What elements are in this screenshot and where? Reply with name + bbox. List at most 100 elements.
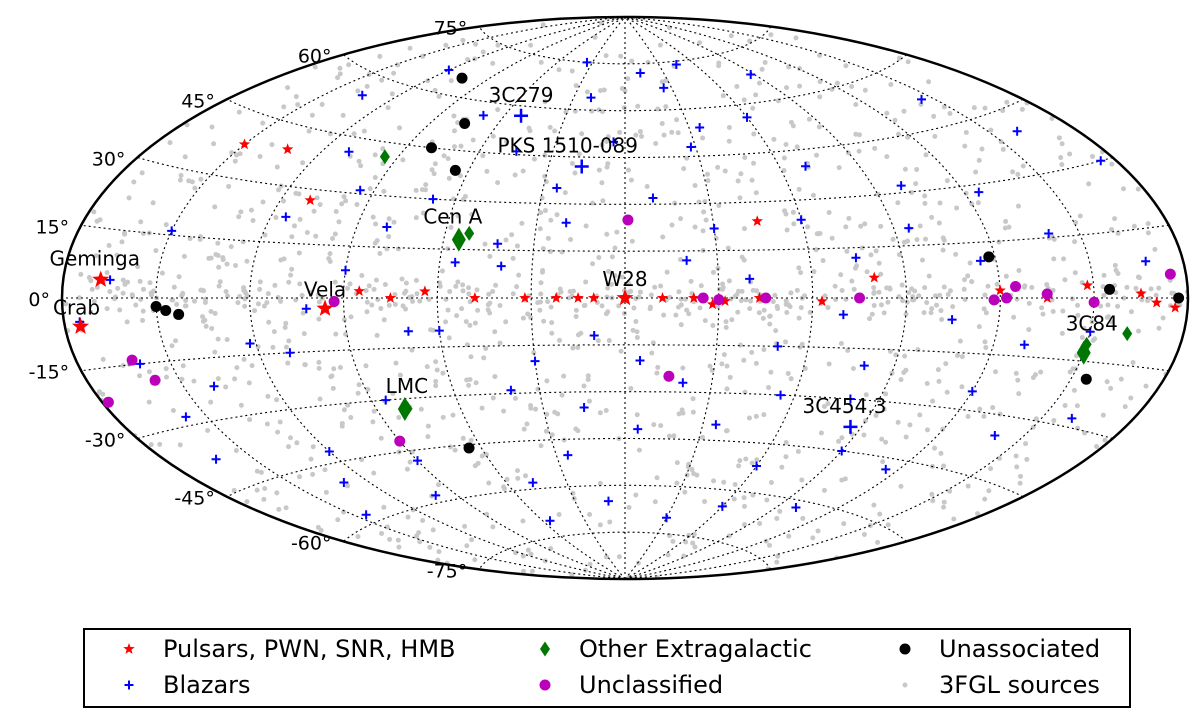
background-source [531, 156, 537, 162]
background-source [678, 216, 684, 222]
background-source [174, 301, 180, 307]
background-source [768, 479, 774, 485]
marker-blazars [745, 274, 755, 284]
background-source [382, 281, 388, 287]
marker-blazars [582, 57, 592, 67]
marker-unassociated [1080, 373, 1092, 385]
background-source [628, 177, 634, 183]
background-source [1130, 359, 1136, 365]
background-source [396, 415, 402, 421]
background-source [285, 360, 291, 366]
background-source [481, 355, 487, 361]
background-source [674, 480, 680, 486]
background-source [425, 434, 431, 440]
background-source [626, 280, 632, 286]
background-source [409, 294, 415, 300]
marker-blazars [413, 456, 423, 466]
marker-blazars [245, 338, 255, 348]
background-source [330, 236, 336, 242]
marker-blazars [545, 516, 555, 526]
background-source [262, 485, 268, 491]
background-source [137, 373, 143, 379]
background-source [264, 421, 270, 427]
marker-blazars [837, 446, 847, 456]
background-source [690, 409, 696, 415]
background-source [720, 93, 726, 99]
background-source [445, 156, 451, 162]
background-source [667, 294, 673, 300]
background-source [347, 281, 353, 287]
marker-blazars [381, 395, 391, 405]
background-source [316, 299, 322, 305]
marker-blazars [659, 83, 669, 93]
background-source [391, 219, 397, 225]
background-source [274, 490, 280, 496]
background-source [470, 137, 476, 143]
background-source [364, 299, 370, 305]
background-source [559, 249, 565, 255]
background-source [853, 131, 859, 137]
background-source [512, 172, 518, 178]
latitude-gridline [137, 156, 1113, 205]
background-source [149, 292, 155, 298]
background-source [519, 220, 525, 226]
background-source [192, 185, 198, 191]
background-source [339, 420, 345, 426]
marker-pulsars-pwn-snr-hmb [572, 292, 584, 303]
background-source [120, 277, 126, 283]
background-source [1010, 169, 1016, 175]
marker-blazars [552, 183, 562, 193]
background-source [437, 283, 443, 289]
background-source [1062, 402, 1068, 408]
background-source [135, 264, 141, 270]
background-source [181, 253, 187, 259]
background-source [742, 389, 748, 395]
background-source [834, 80, 840, 86]
background-source [236, 109, 242, 115]
background-source [479, 405, 485, 411]
marker-blazars [355, 185, 365, 195]
background-source [242, 303, 248, 309]
background-source [396, 544, 402, 550]
background-source [838, 272, 844, 278]
background-source [283, 505, 289, 511]
latitude-gridline [343, 484, 907, 542]
background-source [1000, 108, 1006, 114]
background-source [982, 339, 988, 345]
background-source [1030, 375, 1036, 381]
background-source [657, 42, 663, 48]
background-source [525, 311, 531, 317]
longitude-gridline [530, 17, 626, 579]
background-source [862, 221, 868, 227]
background-source [963, 130, 969, 136]
background-source [884, 154, 890, 160]
marker-unclassified [126, 354, 138, 366]
background-source [749, 460, 755, 466]
background-source [170, 407, 176, 413]
background-source [177, 177, 183, 183]
background-source [431, 171, 437, 177]
background-source [312, 64, 318, 70]
background-source [742, 155, 748, 161]
background-source [914, 237, 920, 243]
background-source [784, 309, 790, 315]
background-source [741, 495, 747, 501]
marker-blazars [1044, 228, 1054, 238]
background-source [922, 193, 928, 199]
background-source [650, 340, 656, 346]
background-source [265, 393, 271, 399]
background-source [1109, 226, 1115, 232]
background-source [323, 489, 329, 495]
marker-pulsars-pwn-snr-hmb [1169, 301, 1181, 313]
background-source [509, 232, 515, 238]
background-source [463, 319, 469, 325]
background-source [936, 220, 942, 226]
background-source [212, 349, 218, 355]
background-source [888, 82, 894, 88]
background-source [345, 402, 351, 408]
background-source [1115, 230, 1121, 236]
marker-blazars [301, 304, 311, 314]
marker-blazars [344, 147, 354, 157]
marker-unclassified [394, 435, 406, 447]
marker-unassociated [426, 142, 438, 154]
